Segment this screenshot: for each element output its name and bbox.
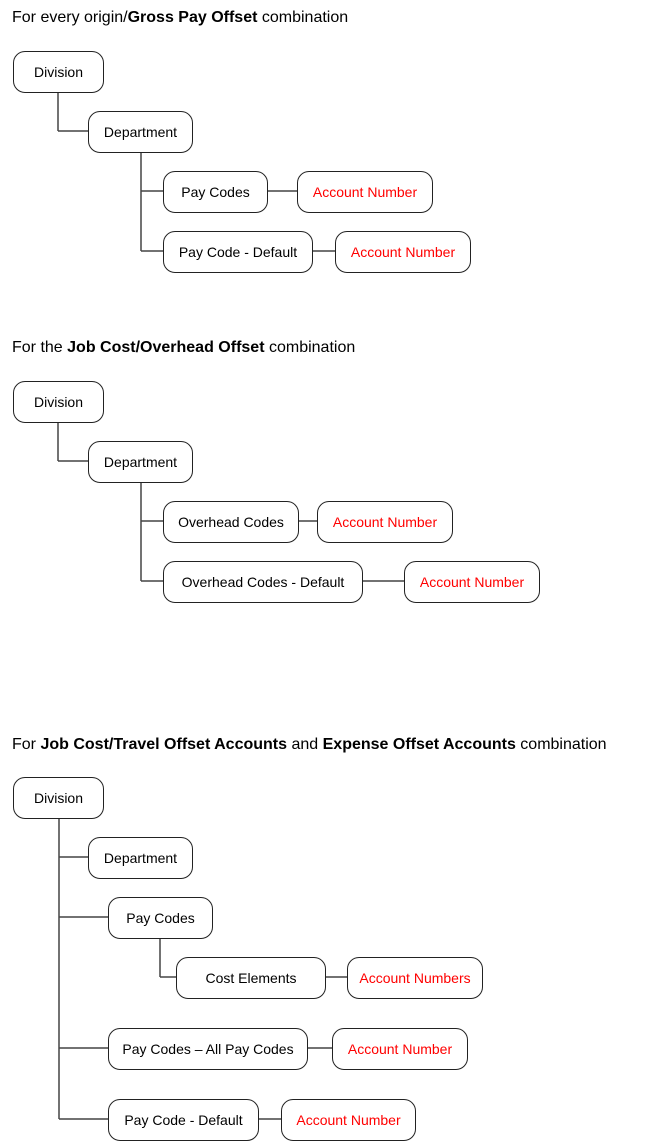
department-node: Department — [88, 111, 193, 153]
section-title-gross-pay: For every origin/Gross Pay Offset combin… — [12, 9, 349, 26]
account-number-node: Account Number — [335, 231, 471, 273]
department-node: Department — [88, 441, 193, 483]
section-title-overhead: For the Job Cost/Overhead Offset combina… — [12, 339, 356, 356]
account-number-node: Account Number — [317, 501, 453, 543]
pay-code-default-node: Pay Code - Default — [108, 1099, 259, 1141]
pay-codes-node: Pay Codes — [163, 171, 268, 213]
pay-codes-all-node: Pay Codes – All Pay Codes — [108, 1028, 308, 1070]
account-numbers-node: Account Numbers — [347, 957, 483, 999]
department-node: Department — [88, 837, 193, 879]
division-node: Division — [13, 51, 104, 93]
cost-elements-node: Cost Elements — [176, 957, 326, 999]
account-number-node: Account Number — [297, 171, 433, 213]
division-node: Division — [13, 381, 104, 423]
division-node: Division — [13, 777, 104, 819]
account-number-node: Account Number — [281, 1099, 416, 1141]
account-number-node: Account Number — [332, 1028, 468, 1070]
account-number-node: Account Number — [404, 561, 540, 603]
pay-code-default-node: Pay Code - Default — [163, 231, 313, 273]
overhead-codes-default-node: Overhead Codes - Default — [163, 561, 363, 603]
pay-codes-node: Pay Codes — [108, 897, 213, 939]
overhead-codes-node: Overhead Codes — [163, 501, 299, 543]
section-title-travel-expense: For Job Cost/Travel Offset Accounts and … — [12, 736, 607, 753]
